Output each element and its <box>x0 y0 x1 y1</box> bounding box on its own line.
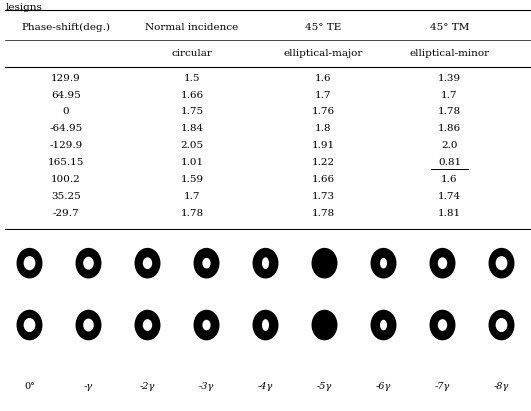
Ellipse shape <box>371 310 397 340</box>
Ellipse shape <box>83 257 94 270</box>
Text: 1.7: 1.7 <box>184 192 200 201</box>
Text: 1.66: 1.66 <box>312 175 335 184</box>
Text: -6γ: -6γ <box>376 382 391 391</box>
Ellipse shape <box>262 319 269 331</box>
Text: 1.39: 1.39 <box>438 74 461 83</box>
Text: -129.9: -129.9 <box>49 141 82 150</box>
Text: 0.81: 0.81 <box>438 158 461 167</box>
Ellipse shape <box>83 319 94 332</box>
Text: 129.9: 129.9 <box>51 74 81 83</box>
Ellipse shape <box>16 310 42 340</box>
Ellipse shape <box>202 320 211 330</box>
Text: 1.73: 1.73 <box>312 192 335 201</box>
Ellipse shape <box>312 248 338 279</box>
Text: 100.2: 100.2 <box>51 175 81 184</box>
Ellipse shape <box>193 310 219 340</box>
Ellipse shape <box>430 248 456 279</box>
Ellipse shape <box>193 248 219 279</box>
Text: 2.0: 2.0 <box>441 141 458 150</box>
Text: Phase-shift(deg.): Phase-shift(deg.) <box>21 23 110 32</box>
Text: 1.7: 1.7 <box>441 90 458 99</box>
Ellipse shape <box>312 310 338 340</box>
Text: circular: circular <box>172 49 212 58</box>
Ellipse shape <box>430 310 456 340</box>
Text: 1.78: 1.78 <box>438 107 461 116</box>
Ellipse shape <box>489 310 515 340</box>
Ellipse shape <box>134 310 160 340</box>
Ellipse shape <box>23 318 36 332</box>
Text: 1.6: 1.6 <box>315 74 331 83</box>
Ellipse shape <box>495 318 508 332</box>
Ellipse shape <box>380 258 387 268</box>
Text: 1.78: 1.78 <box>312 209 335 218</box>
Text: 1.8: 1.8 <box>315 124 331 133</box>
Text: 1.7: 1.7 <box>315 90 331 99</box>
Text: 45° TM: 45° TM <box>430 23 469 32</box>
Text: 1.6: 1.6 <box>441 175 458 184</box>
Text: 165.15: 165.15 <box>48 158 84 167</box>
Text: -29.7: -29.7 <box>53 209 79 218</box>
Text: 45° TE: 45° TE <box>305 23 341 32</box>
Text: 2.05: 2.05 <box>181 141 203 150</box>
Text: 1.01: 1.01 <box>181 158 203 167</box>
Text: -7γ: -7γ <box>435 382 450 391</box>
Ellipse shape <box>371 248 397 279</box>
Text: lesigns: lesigns <box>5 3 42 12</box>
Ellipse shape <box>438 319 447 331</box>
Ellipse shape <box>16 248 42 279</box>
Text: elliptical-major: elliptical-major <box>284 49 363 58</box>
Text: 1.76: 1.76 <box>312 107 335 116</box>
Text: 0: 0 <box>63 107 69 116</box>
Text: 1.22: 1.22 <box>312 158 335 167</box>
Text: -2γ: -2γ <box>140 382 155 391</box>
Ellipse shape <box>143 319 152 331</box>
Text: 0°: 0° <box>24 382 35 391</box>
Ellipse shape <box>262 257 269 269</box>
Ellipse shape <box>75 310 101 340</box>
Text: Normal incidence: Normal incidence <box>145 23 238 32</box>
Text: -4γ: -4γ <box>258 382 273 391</box>
Text: 1.81: 1.81 <box>438 209 461 218</box>
Ellipse shape <box>380 320 387 330</box>
Ellipse shape <box>489 248 515 279</box>
Ellipse shape <box>143 257 152 269</box>
Text: -8γ: -8γ <box>494 382 509 391</box>
Text: 1.91: 1.91 <box>312 141 335 150</box>
Text: 35.25: 35.25 <box>51 192 81 201</box>
Text: 1.86: 1.86 <box>438 124 461 133</box>
Text: 1.75: 1.75 <box>181 107 203 116</box>
Ellipse shape <box>438 257 447 269</box>
Text: -3γ: -3γ <box>199 382 214 391</box>
Ellipse shape <box>253 310 278 340</box>
Ellipse shape <box>23 256 36 270</box>
Text: 1.78: 1.78 <box>181 209 203 218</box>
Ellipse shape <box>495 256 508 270</box>
Text: 1.66: 1.66 <box>181 90 203 99</box>
Ellipse shape <box>253 248 278 279</box>
Text: 1.5: 1.5 <box>184 74 200 83</box>
Text: -64.95: -64.95 <box>49 124 82 133</box>
Text: -5γ: -5γ <box>317 382 332 391</box>
Ellipse shape <box>75 248 101 279</box>
Text: 1.84: 1.84 <box>181 124 203 133</box>
Ellipse shape <box>202 258 211 268</box>
Text: 1.59: 1.59 <box>181 175 203 184</box>
Ellipse shape <box>134 248 160 279</box>
Text: 64.95: 64.95 <box>51 90 81 99</box>
Text: -γ: -γ <box>84 382 93 391</box>
Text: 1.74: 1.74 <box>438 192 461 201</box>
Text: elliptical-minor: elliptical-minor <box>409 49 490 58</box>
